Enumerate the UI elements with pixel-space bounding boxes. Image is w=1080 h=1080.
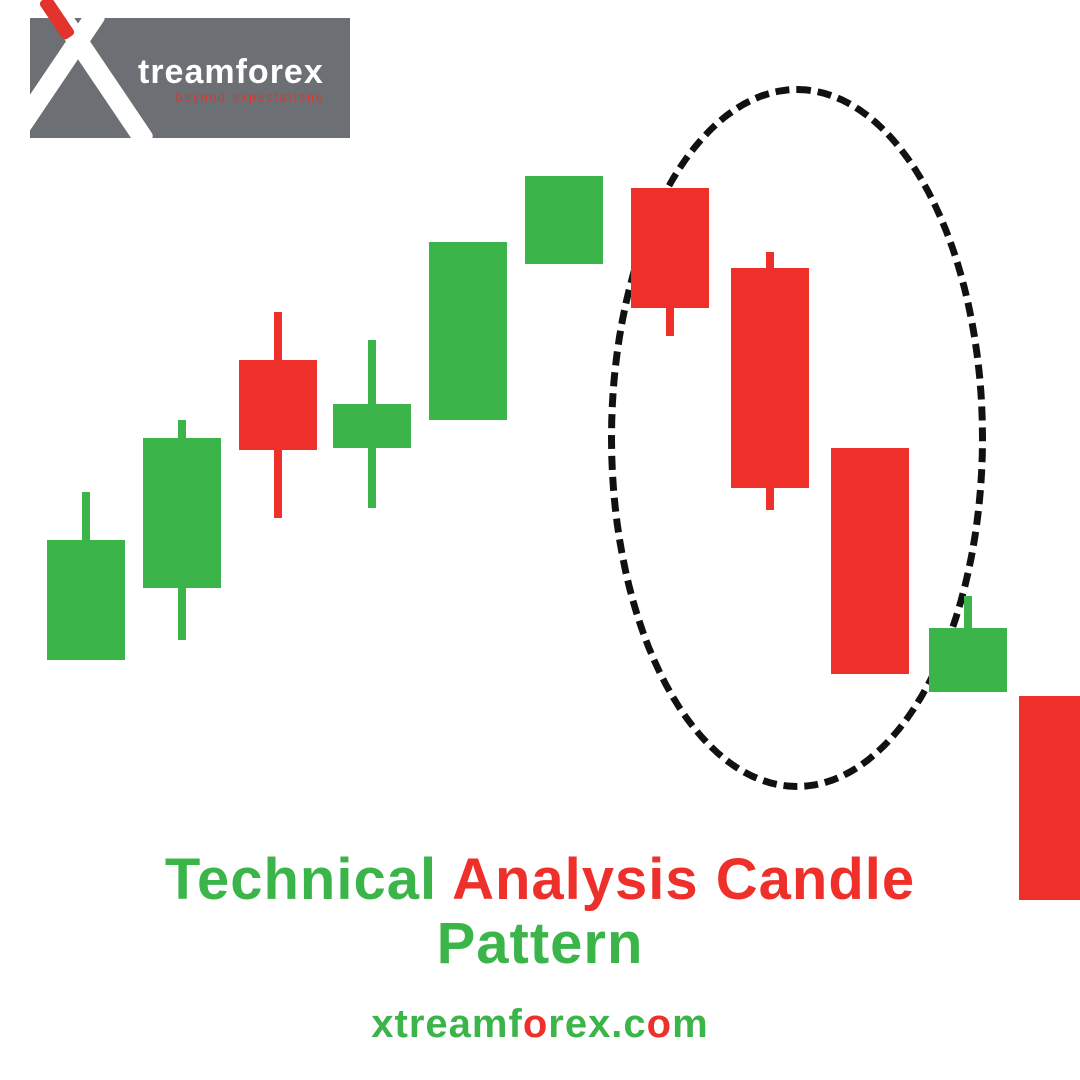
title-word: Technical (165, 847, 437, 912)
candle-10 (1019, 80, 1080, 780)
candle-2 (239, 80, 317, 780)
candle-body (831, 448, 909, 674)
candle-body (333, 404, 411, 448)
url-segment: rex.c (548, 1002, 646, 1046)
candle-7 (731, 80, 809, 780)
candle-0 (47, 80, 125, 780)
candle-body (731, 268, 809, 488)
candle-body (525, 176, 603, 264)
candle-5 (525, 80, 603, 780)
candle-3 (333, 80, 411, 780)
title-word (699, 847, 716, 912)
candlestick-chart (0, 80, 1080, 780)
url-segment: o (647, 1002, 672, 1046)
candle-6 (631, 80, 709, 780)
candle-4 (429, 80, 507, 780)
candle-body (239, 360, 317, 450)
candle-body (429, 242, 507, 420)
candle-body (631, 188, 709, 308)
title-word: Candle (716, 847, 915, 912)
candle-8 (831, 80, 909, 780)
title-word (437, 847, 452, 912)
candle-9 (929, 80, 1007, 780)
candle-body (929, 628, 1007, 692)
candle-body (47, 540, 125, 660)
url-segment: xtreamf (371, 1002, 523, 1046)
title-word: Pattern (437, 911, 644, 976)
url-segment: o (523, 1002, 548, 1046)
site-url: xtreamforex.com (0, 1002, 1080, 1047)
url-segment: m (672, 1002, 709, 1046)
title-word: Analysis (452, 847, 699, 912)
candle-1 (143, 80, 221, 780)
candle-body (143, 438, 221, 588)
page-title: Technical Analysis Candle Pattern (0, 848, 1080, 976)
